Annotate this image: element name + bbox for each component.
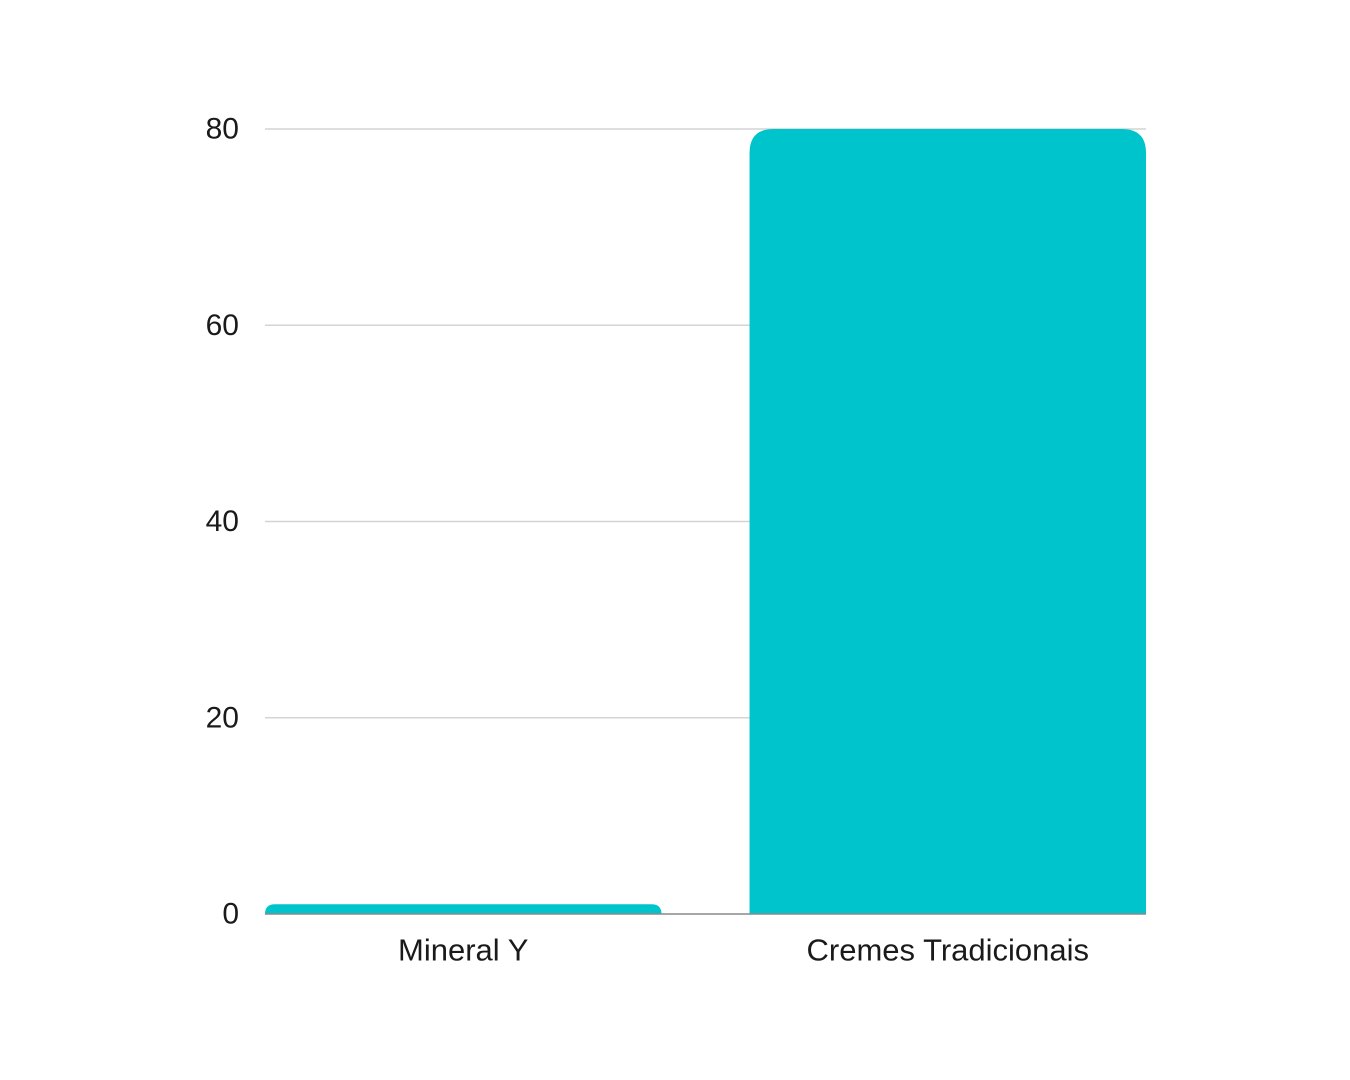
x-tick-label-cremes-tradicionais: Cremes Tradicionais [807, 933, 1090, 968]
x-axis-labels: Mineral Y Cremes Tradicionais [398, 933, 1089, 968]
bar-mineral-y [265, 904, 662, 914]
y-axis-ticks: 0 20 40 60 80 [206, 113, 239, 931]
bar-cremes-tradicionais [749, 129, 1146, 914]
y-tick-label-80: 80 [206, 113, 239, 146]
y-tick-label-60: 60 [206, 309, 239, 342]
y-tick-label-40: 40 [206, 505, 239, 538]
bars [265, 129, 1146, 914]
y-tick-label-0: 0 [222, 898, 239, 931]
x-tick-label-mineral-y: Mineral Y [398, 933, 528, 968]
y-tick-label-20: 20 [206, 701, 239, 734]
